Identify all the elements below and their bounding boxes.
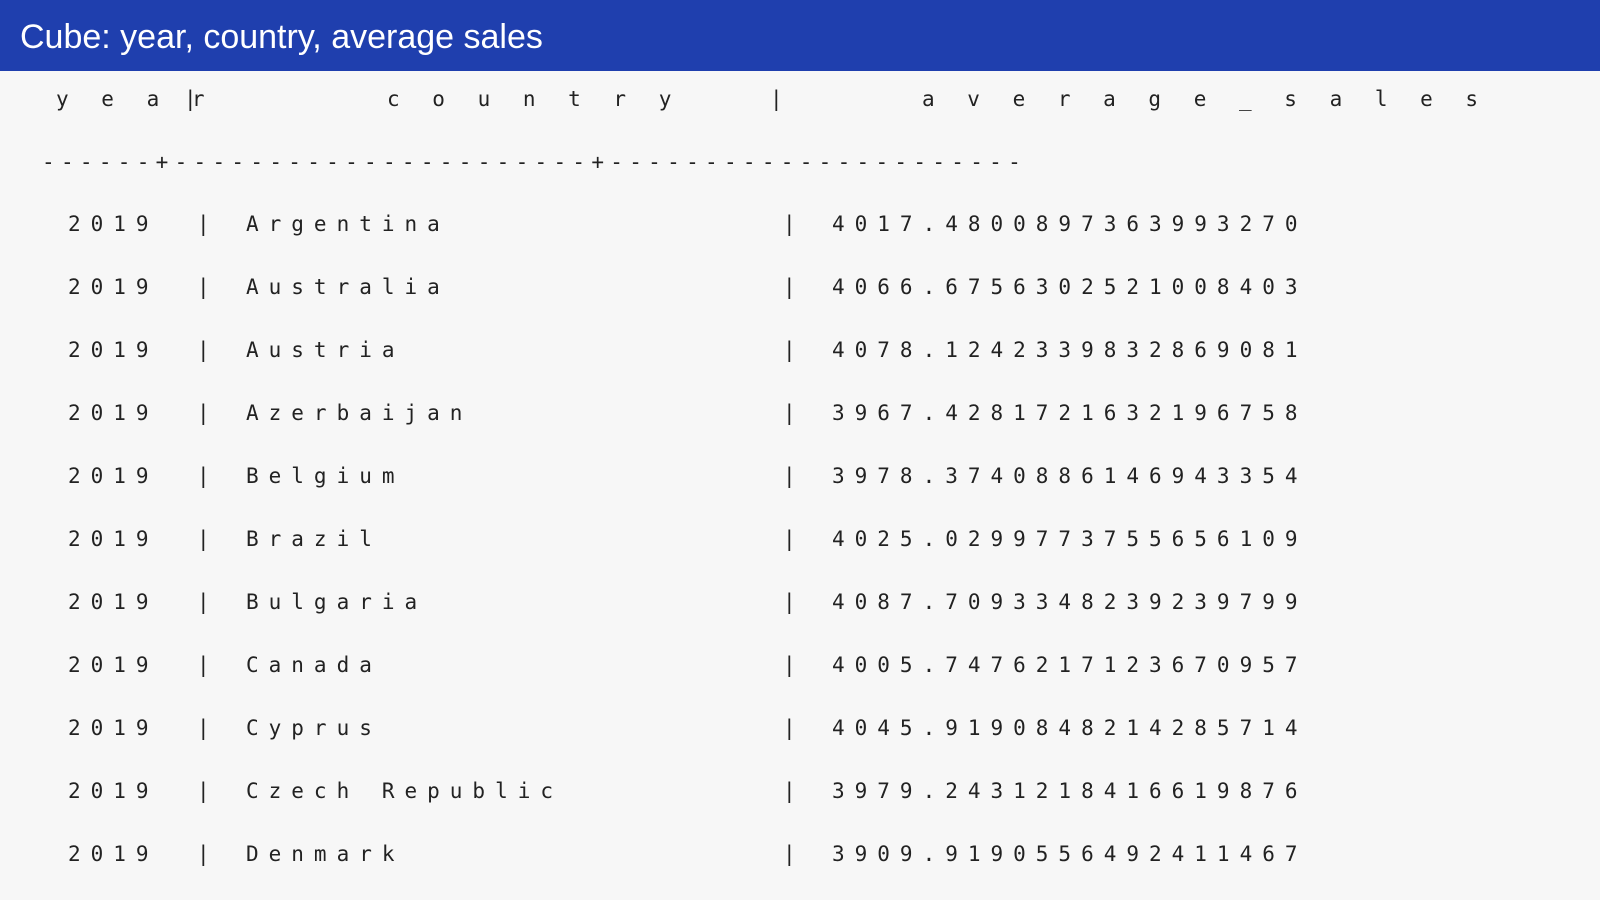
table-row: 2019 | Canada | 4005.7476217123670957	[0, 649, 1600, 681]
column-separator: |	[197, 212, 210, 236]
table-row: 2019 | Belgium | 3978.3740886146943354	[0, 460, 1600, 492]
cell-country: Canada	[246, 653, 382, 677]
column-separator: |	[197, 779, 210, 803]
cell-country: Cyprus	[246, 716, 382, 740]
column-separator: |	[770, 87, 783, 111]
cell-country: Belgium	[246, 464, 405, 488]
table-row: 2019 | Azerbaijan | 3967.4281721632196758	[0, 397, 1600, 429]
cell-average-sales: 3967.4281721632196758	[832, 401, 1308, 425]
header-rule: ------+----------------------+----------…	[42, 150, 1028, 174]
column-separator: |	[197, 464, 210, 488]
column-separator: |	[197, 401, 210, 425]
column-separator: |	[184, 87, 197, 111]
column-separator: |	[197, 716, 210, 740]
cell-year: 2019	[68, 338, 159, 362]
cell-country: Australia	[246, 275, 450, 299]
column-separator: |	[197, 653, 210, 677]
table-header: y e a r | c o u n t r y | a v e r a g e …	[0, 83, 1600, 115]
column-separator: |	[783, 779, 796, 803]
column-header-average-sales: a v e r a g e _ s a l e s	[922, 87, 1489, 111]
column-separator: |	[783, 212, 796, 236]
cell-country: Brazil	[246, 527, 382, 551]
cell-country: Bulgaria	[246, 590, 428, 614]
cell-country: Argentina	[246, 212, 450, 236]
cell-average-sales: 4066.6756302521008403	[832, 275, 1308, 299]
column-separator: |	[783, 527, 796, 551]
table-row: 2019 | Bulgaria | 4087.7093348239239799	[0, 586, 1600, 618]
column-separator: |	[197, 338, 210, 362]
cell-country: Austria	[246, 338, 405, 362]
table-row: 2019 | Argentina | 4017.4800897363993270	[0, 208, 1600, 240]
cell-year: 2019	[68, 275, 159, 299]
column-separator: |	[783, 338, 796, 362]
table-row: 2019 | Czech Republic | 3979.243121841661987…	[0, 775, 1600, 807]
cell-average-sales: 4005.7476217123670957	[832, 653, 1308, 677]
table-row: 2019 | Australia | 4066.6756302521008403	[0, 271, 1600, 303]
cell-average-sales: 4078.1242339832869081	[832, 338, 1308, 362]
title-bar: Cube: year, country, average sales	[0, 0, 1600, 71]
query-result: y e a r | c o u n t r y | a v e r a g e …	[0, 71, 1600, 900]
cell-year: 2019	[68, 590, 159, 614]
cell-year: 2019	[68, 401, 159, 425]
cell-average-sales: 4025.0299773755656109	[832, 527, 1308, 551]
column-separator: |	[197, 842, 210, 866]
column-separator: |	[783, 590, 796, 614]
page-title: Cube: year, country, average sales	[20, 18, 543, 56]
table-row: 2019 | Cyprus | 4045.9190848214285714	[0, 712, 1600, 744]
cell-average-sales: 3979.2431218416619876	[832, 779, 1308, 803]
column-separator: |	[783, 842, 796, 866]
cell-year: 2019	[68, 842, 159, 866]
cell-average-sales: 4045.9190848214285714	[832, 716, 1308, 740]
cell-year: 2019	[68, 653, 159, 677]
cell-average-sales: 3978.3740886146943354	[832, 464, 1308, 488]
column-separator: |	[197, 527, 210, 551]
column-separator: |	[783, 716, 796, 740]
cell-average-sales: 4017.4800897363993270	[832, 212, 1308, 236]
column-header-country: c o u n t r y	[387, 87, 682, 111]
table-row: 2019 | Denmark | 3909.9190556492411467	[0, 838, 1600, 870]
cell-year: 2019	[68, 212, 159, 236]
column-separator: |	[783, 653, 796, 677]
column-header-year: y e a r	[56, 87, 215, 111]
cell-country: Czech Republic	[246, 779, 564, 803]
cell-year: 2019	[68, 779, 159, 803]
column-separator: |	[783, 464, 796, 488]
column-separator: |	[783, 401, 796, 425]
cell-year: 2019	[68, 527, 159, 551]
cell-country: Azerbaijan	[246, 401, 473, 425]
column-separator: |	[197, 275, 210, 299]
cell-year: 2019	[68, 716, 159, 740]
cell-average-sales: 4087.7093348239239799	[832, 590, 1308, 614]
cell-country: Denmark	[246, 842, 405, 866]
table-row: 2019 | Austria | 4078.1242339832869081	[0, 334, 1600, 366]
table-row: 2019 | Brazil | 4025.0299773755656109	[0, 523, 1600, 555]
column-separator: |	[783, 275, 796, 299]
column-separator: |	[197, 590, 210, 614]
cell-year: 2019	[68, 464, 159, 488]
cell-average-sales: 3909.9190556492411467	[832, 842, 1308, 866]
